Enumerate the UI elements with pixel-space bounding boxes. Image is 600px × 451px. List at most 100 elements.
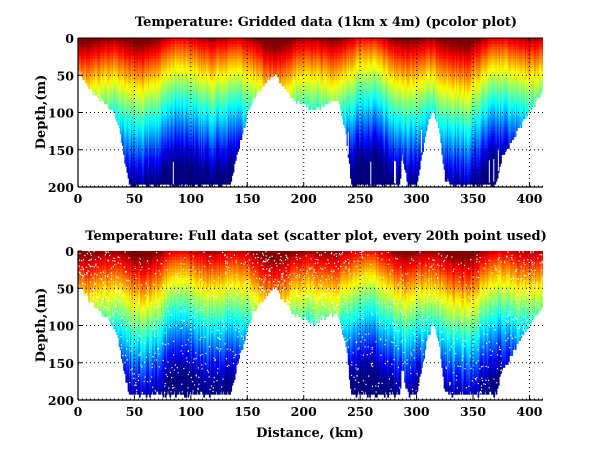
temperature-cell	[90, 67, 93, 72]
temperature-cell	[132, 38, 134, 42]
temperature-cell	[144, 109, 147, 114]
temperature-cell	[114, 79, 116, 84]
temperature-cell	[166, 127, 168, 131]
temperature-cell	[115, 94, 117, 99]
temperature-cell	[112, 61, 115, 66]
temperature-cell	[161, 115, 164, 120]
temperature-cell	[159, 67, 161, 72]
temperature-cell	[87, 55, 89, 60]
temperature-cell	[169, 46, 172, 51]
temperature-cell	[143, 148, 146, 152]
temperature-cell	[136, 148, 139, 152]
temperature-cell	[97, 52, 99, 57]
temperature-cell	[96, 88, 98, 93]
temperature-cell	[145, 178, 148, 182]
temperature-cell	[136, 106, 139, 111]
temperature-cell	[103, 64, 106, 69]
temperature-cell	[167, 169, 169, 173]
temperature-cell	[166, 118, 168, 123]
temperature-cell	[146, 127, 149, 131]
temperature-cell	[166, 178, 168, 182]
temperature-cell	[163, 139, 166, 143]
temperature-cell	[110, 103, 113, 108]
temperature-cell	[138, 64, 141, 69]
temperature-cell	[160, 109, 163, 114]
temperature-cell	[166, 145, 168, 149]
temperature-cell	[123, 145, 125, 149]
temperature-cell	[127, 85, 130, 90]
temperature-cell	[168, 85, 171, 90]
temperature-cell	[92, 76, 95, 81]
temperature-cell	[92, 61, 95, 66]
temperature-cell	[83, 64, 86, 69]
temperature-cell	[132, 121, 134, 126]
temperature-cell	[117, 97, 120, 102]
temperature-cell	[102, 43, 105, 48]
temperature-cell	[163, 154, 166, 158]
temperature-cell	[88, 38, 90, 42]
temperature-cell	[162, 94, 165, 99]
temperature-cell	[103, 97, 106, 102]
temperature-cell	[84, 67, 87, 72]
temperature-cell	[119, 40, 122, 45]
temperature-cell	[167, 43, 169, 48]
temperature-cell	[175, 88, 177, 93]
temperature-cell	[160, 88, 163, 93]
temperature-cell	[141, 97, 143, 102]
temperature-cell	[119, 55, 122, 60]
temperature-cell	[85, 67, 88, 72]
temperature-cell	[87, 67, 89, 72]
temperature-cell	[141, 121, 143, 126]
temperature-cell	[150, 172, 152, 176]
temperature-cell	[103, 55, 106, 60]
temperature-cell	[99, 88, 102, 93]
temperature-cell	[161, 136, 164, 140]
temperature-cell	[80, 58, 82, 63]
temperature-cell	[129, 70, 132, 75]
temperature-cell	[119, 124, 122, 128]
temperature-cell	[127, 121, 130, 126]
temperature-cell	[123, 52, 125, 57]
temperature-cell	[97, 55, 99, 60]
temperature-cell	[153, 151, 156, 155]
temperature-cell	[154, 100, 157, 105]
temperature-cell	[122, 124, 124, 128]
temperature-cell	[137, 178, 140, 182]
temperature-cell	[98, 76, 101, 81]
temperature-cell	[153, 178, 156, 182]
temperature-cell	[167, 52, 169, 57]
temperature-cell	[106, 79, 108, 84]
temperature-cell	[175, 58, 177, 63]
temperature-cell	[85, 61, 88, 66]
temperature-cell	[137, 64, 140, 69]
temperature-cell	[129, 127, 132, 131]
temperature-cell	[84, 73, 87, 78]
temperature-cell	[159, 64, 161, 69]
temperature-cell	[106, 55, 108, 60]
temperature-cell	[164, 58, 167, 63]
temperature-cell	[137, 112, 140, 117]
temperature-cell	[135, 40, 138, 45]
temperature-cell	[141, 127, 143, 131]
temperature-cell	[160, 97, 163, 102]
temperature-cell	[122, 38, 124, 42]
temperature-cell	[171, 61, 174, 66]
temperature-cell	[149, 61, 151, 66]
temperature-cell	[128, 163, 131, 167]
temperature-cell	[162, 40, 165, 45]
temperature-cell	[117, 91, 120, 96]
temperature-cell	[134, 169, 137, 173]
temperature-cell	[146, 142, 149, 146]
temperature-cell	[151, 43, 154, 48]
temperature-cell	[124, 67, 126, 72]
temperature-cell	[120, 97, 123, 102]
temperature-cell	[125, 43, 128, 48]
temperature-cell	[143, 151, 146, 155]
temperature-cell	[119, 43, 122, 48]
temperature-cell	[145, 70, 148, 75]
temperature-cell	[136, 88, 139, 93]
temperature-cell	[108, 94, 111, 99]
temperature-cell	[144, 67, 147, 72]
temperature-cell	[92, 82, 95, 87]
temperature-cell	[154, 151, 157, 155]
